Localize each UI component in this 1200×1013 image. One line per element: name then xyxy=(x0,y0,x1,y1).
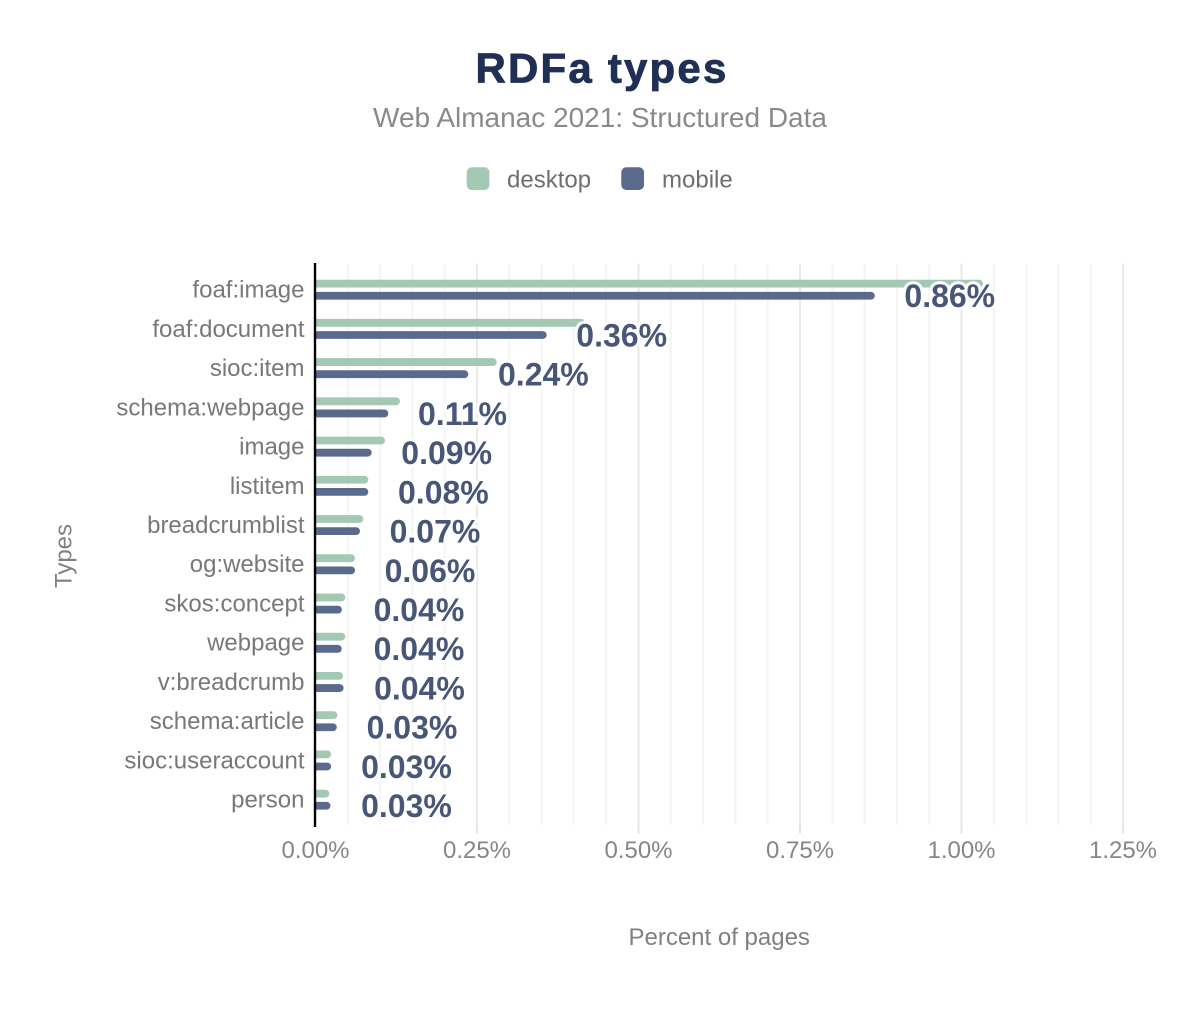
svg-text:0.06%: 0.06% xyxy=(385,553,476,589)
svg-text:foaf:image: foaf:image xyxy=(192,277,304,304)
svg-text:0.75%: 0.75% xyxy=(766,837,834,864)
svg-text:0.09%: 0.09% xyxy=(401,435,492,471)
svg-text:0.07%: 0.07% xyxy=(390,514,481,550)
svg-text:webpage: webpage xyxy=(206,630,304,657)
svg-text:desktop: desktop xyxy=(507,166,591,193)
svg-text:schema:article: schema:article xyxy=(150,708,305,735)
svg-text:0.86%: 0.86% xyxy=(904,278,995,314)
svg-text:Percent of pages: Percent of pages xyxy=(628,924,809,951)
svg-text:person: person xyxy=(231,787,304,814)
svg-text:0.50%: 0.50% xyxy=(604,837,672,864)
svg-text:0.11%: 0.11% xyxy=(418,396,507,432)
svg-text:og:website: og:website xyxy=(190,551,305,578)
svg-text:0.03%: 0.03% xyxy=(367,710,458,746)
svg-text:listitem: listitem xyxy=(230,473,305,500)
svg-text:foaf:document: foaf:document xyxy=(152,316,304,343)
svg-text:1.00%: 1.00% xyxy=(927,837,995,864)
svg-text:Web Almanac 2021: Structured D: Web Almanac 2021: Structured Data xyxy=(373,102,827,133)
svg-text:breadcrumblist: breadcrumblist xyxy=(147,512,305,539)
svg-text:1.25%: 1.25% xyxy=(1089,837,1157,864)
svg-text:0.08%: 0.08% xyxy=(398,474,489,510)
svg-text:v:breadcrumb: v:breadcrumb xyxy=(158,669,305,696)
svg-text:sioc:useraccount: sioc:useraccount xyxy=(124,747,304,774)
svg-text:0.00%: 0.00% xyxy=(281,837,349,864)
svg-text:0.24%: 0.24% xyxy=(498,357,589,393)
svg-text:schema:webpage: schema:webpage xyxy=(116,394,304,421)
svg-text:0.04%: 0.04% xyxy=(374,592,465,628)
svg-text:0.03%: 0.03% xyxy=(361,749,452,785)
svg-text:mobile: mobile xyxy=(662,166,733,193)
svg-text:0.04%: 0.04% xyxy=(374,670,465,706)
svg-text:0.03%: 0.03% xyxy=(361,788,452,824)
svg-text:0.04%: 0.04% xyxy=(374,631,465,667)
svg-text:0.25%: 0.25% xyxy=(443,837,511,864)
svg-text:image: image xyxy=(239,434,304,461)
svg-text:skos:concept: skos:concept xyxy=(164,590,304,617)
svg-text:RDFa types: RDFa types xyxy=(475,44,728,91)
svg-text:sioc:item: sioc:item xyxy=(210,355,305,382)
svg-text:Types: Types xyxy=(50,524,77,588)
svg-text:0.36%: 0.36% xyxy=(576,317,667,353)
